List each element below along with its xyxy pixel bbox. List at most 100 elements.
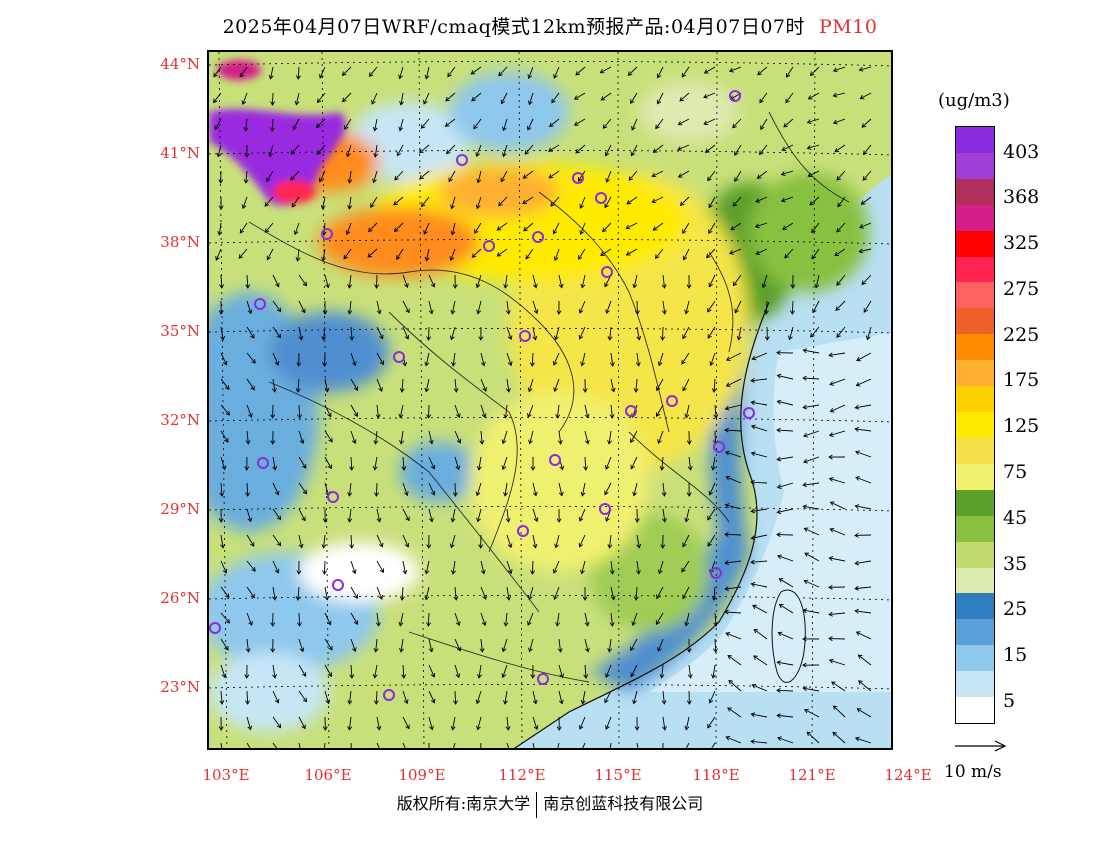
wind-arrow (707, 716, 716, 729)
wind-arrow-head (828, 432, 834, 437)
wind-arrow (532, 534, 537, 548)
wind-arrow (558, 664, 563, 678)
wind-arrow (707, 326, 716, 339)
wind-arrow (402, 326, 409, 340)
wind-arrow (272, 664, 276, 678)
wind-arrow (246, 690, 249, 705)
wind-arrow-head (708, 698, 714, 704)
wind-arrow-head (547, 147, 553, 152)
wind-arrow-head (481, 413, 487, 419)
wind-arrow-head (351, 647, 357, 653)
wind-arrow (858, 654, 872, 666)
wind-arrow (506, 534, 512, 548)
wind-arrow-head (751, 683, 757, 689)
wind-arrow-head (455, 413, 461, 419)
wind-arrow (833, 118, 846, 124)
wind-arrow (752, 605, 768, 614)
wind-arrow-head (374, 492, 379, 497)
wind-arrow-head (245, 440, 251, 445)
wind-arrow (626, 248, 638, 256)
wind-arrow (685, 612, 690, 626)
wind-arrow (685, 300, 690, 314)
wind-arrow (445, 92, 456, 102)
wind-arrow-head (450, 204, 455, 210)
wind-arrow-head (553, 387, 558, 393)
wind-arrow (376, 560, 384, 573)
wind-arrow (815, 274, 820, 288)
wind-arrow (428, 300, 433, 314)
wind-arrow (750, 481, 768, 484)
wind-arrow-head (829, 381, 835, 386)
wind-arrow (419, 170, 430, 180)
wind-arrow-head (777, 736, 782, 742)
wind-arrow (836, 274, 846, 286)
wind-arrow-head (527, 74, 533, 80)
wind-arrow-head (789, 310, 795, 315)
wind-arrow-head (505, 726, 511, 731)
wind-arrow-head (346, 152, 351, 158)
wind-arrow (584, 430, 589, 444)
wind-arrow (448, 170, 456, 182)
wind-arrow-head (503, 284, 509, 289)
wind-arrow-head (651, 198, 657, 204)
wind-arrow (751, 401, 768, 406)
wind-arrow (837, 196, 846, 207)
wind-arrow (454, 404, 460, 418)
wind-arrow-head (502, 126, 507, 132)
wind-arrow-head (584, 647, 590, 653)
wind-arrow-head (506, 387, 511, 393)
wind-arrow (246, 716, 252, 730)
wind-arrow (504, 482, 508, 496)
wind-arrow-head (430, 698, 436, 704)
wind-arrow-head (575, 71, 581, 76)
wind-arrow (480, 586, 487, 600)
wind-arrow-head (610, 595, 616, 601)
wind-arrow-head (708, 203, 713, 209)
wind-arrow (451, 196, 456, 209)
wind-arrow-head (687, 466, 693, 471)
wind-arrow (450, 534, 456, 548)
wind-arrow (502, 638, 508, 652)
wind-arrow-head (828, 556, 834, 561)
wind-arrow (323, 560, 326, 575)
wind-arrow-head (322, 518, 328, 523)
wind-arrow (272, 690, 279, 704)
wind-arrow-head (296, 362, 302, 367)
wind-arrow-head (776, 350, 781, 356)
wind-arrow-head (682, 386, 687, 392)
wind-arrow-head (430, 490, 436, 496)
pm10-colorbar (955, 126, 995, 724)
wind-arrow (555, 534, 560, 548)
wind-arrow (496, 222, 508, 231)
wind-arrow-head (347, 205, 353, 210)
wind-arrow-head (270, 414, 276, 419)
wind-arrow-head (580, 361, 585, 367)
wind-arrow (428, 430, 433, 444)
wind-arrow (681, 352, 690, 365)
wind-arrow-head (573, 95, 579, 100)
wind-arrow-head (858, 66, 864, 72)
wind-arrow-head (482, 595, 487, 600)
wind-arrow-head (221, 465, 227, 471)
copyright-left: 版权所有:南京大学 (396, 794, 531, 813)
wind-arrow-head (862, 176, 868, 181)
wind-arrow (714, 638, 717, 653)
colorbar-label-25: 25 (1003, 598, 1028, 620)
wind-arrow-head (224, 593, 230, 599)
wind-arrow (316, 144, 326, 155)
wind-arrow-head (379, 360, 384, 366)
wind-arrow-head (399, 596, 405, 601)
wind-arrow (726, 736, 742, 744)
wind-arrow-head (351, 569, 357, 575)
colorbar-swatch (956, 541, 994, 568)
wind-arrow (450, 248, 456, 261)
wind-arrow-head (297, 622, 302, 627)
wind-arrow-head (528, 439, 533, 445)
wind-arrow (861, 274, 872, 285)
wind-arrow (246, 560, 256, 572)
wind-arrow-head (757, 70, 762, 76)
wind-arrow-head (217, 231, 223, 236)
wind-arrow-head (661, 518, 667, 523)
wind-arrow (506, 716, 509, 730)
wind-arrow (755, 222, 768, 228)
